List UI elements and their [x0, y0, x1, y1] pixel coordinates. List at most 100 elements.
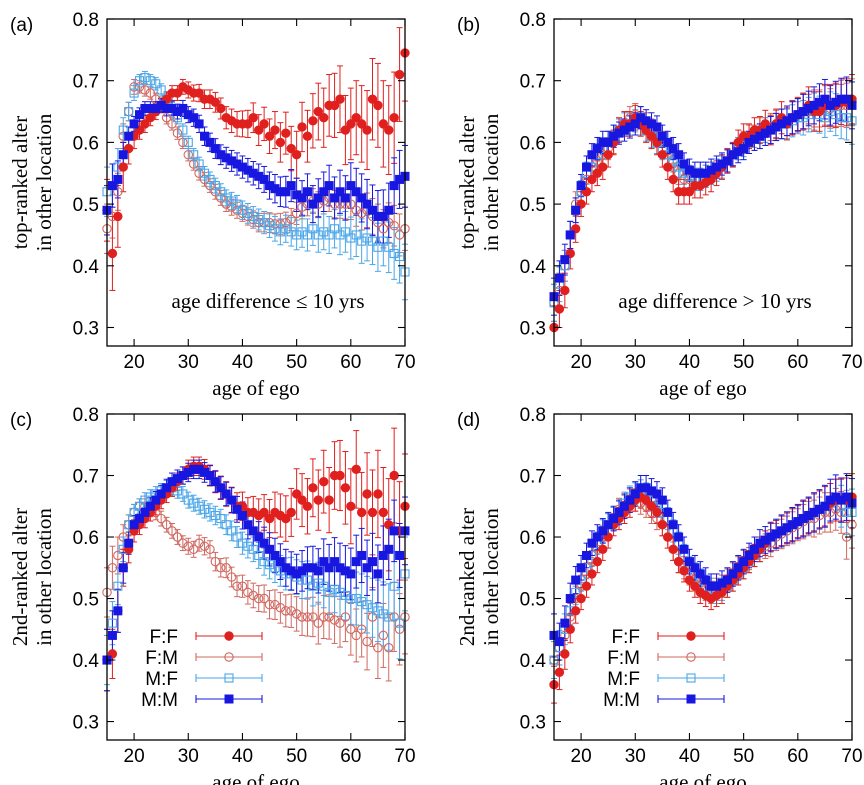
data-point [324, 495, 334, 505]
data-point [367, 612, 378, 622]
y-tick-label: 0.4 [520, 651, 547, 672]
y-tick-label: 0.8 [520, 10, 546, 31]
data-point [188, 159, 199, 169]
data-point [378, 119, 389, 129]
data-point [394, 69, 405, 80]
data-point [576, 593, 586, 604]
data-point [394, 624, 405, 635]
data-point [302, 612, 313, 622]
data-point [560, 630, 570, 641]
data-point [259, 593, 269, 604]
x-tick-label: 70 [394, 352, 415, 373]
data-point [183, 137, 193, 147]
legend-marker [224, 652, 234, 662]
data-point [378, 507, 389, 518]
data-point [183, 495, 193, 505]
data-point [384, 205, 394, 215]
data-point [587, 538, 597, 548]
legend-label: F:F [612, 627, 641, 648]
data-point [362, 125, 372, 135]
series-MM [102, 100, 410, 221]
data-point [679, 159, 689, 169]
y-tick-label: 0.7 [520, 467, 546, 488]
data-point [205, 507, 215, 517]
y-tick-label: 0.4 [73, 651, 100, 672]
data-point [161, 112, 172, 123]
data-point [319, 187, 329, 197]
data-point [362, 563, 372, 573]
legend-label: M:M [141, 690, 178, 711]
x-axis-label: age of ego [659, 376, 746, 400]
data-point [205, 174, 215, 184]
data-point [226, 202, 237, 212]
data-point [216, 483, 226, 493]
data-point [603, 137, 613, 147]
data-point [156, 513, 166, 524]
data-point [286, 227, 296, 237]
data-point [389, 526, 399, 536]
data-point [216, 563, 226, 573]
data-point [335, 230, 345, 240]
data-point [831, 110, 841, 120]
legend-label: F:M [607, 648, 640, 669]
data-point [820, 94, 830, 104]
y-axis-label: top-ranked alterin other location [8, 113, 56, 251]
data-point [319, 557, 329, 567]
data-point [281, 606, 291, 616]
data-point [560, 255, 570, 265]
panel-label: (d) [457, 410, 480, 431]
data-point [646, 501, 657, 511]
data-point [199, 174, 210, 185]
data-point [264, 131, 275, 141]
data-point [232, 581, 242, 591]
data-point [118, 532, 129, 542]
data-point [248, 113, 258, 123]
y-tick-label: 0.6 [73, 528, 99, 549]
legend-label: F:M [145, 648, 178, 669]
data-point [254, 125, 264, 135]
annotation: age difference ≤ 10 yrs [171, 289, 364, 313]
data-point [232, 205, 242, 216]
plot-frame [106, 413, 406, 741]
data-point [113, 174, 123, 184]
data-point [657, 520, 668, 530]
data-point [210, 556, 221, 567]
y-tick-label: 0.3 [73, 318, 99, 339]
data-point [275, 603, 286, 613]
data-point [340, 193, 350, 203]
data-point [362, 489, 372, 499]
data-point [324, 230, 334, 240]
data-point [253, 593, 264, 604]
data-point [216, 187, 226, 197]
data-point [373, 606, 383, 616]
x-tick-label: 20 [124, 352, 145, 373]
data-point [308, 224, 318, 234]
data-point [297, 575, 307, 585]
data-point [744, 550, 754, 560]
data-point [145, 76, 155, 86]
data-point [668, 520, 678, 530]
data-point [329, 100, 340, 111]
data-point [286, 143, 296, 154]
data-point [145, 113, 156, 123]
data-point [576, 181, 586, 191]
data-point [259, 119, 269, 129]
data-point [592, 556, 603, 567]
data-point [319, 581, 329, 591]
data-point [313, 230, 323, 240]
data-point [129, 119, 139, 129]
data-point [652, 489, 662, 499]
data-point [308, 612, 318, 622]
data-point [571, 575, 581, 585]
data-point [270, 599, 280, 610]
data-point [663, 137, 673, 147]
x-tick-label: 40 [232, 352, 253, 373]
x-tick-label: 60 [787, 746, 808, 767]
data-point [135, 110, 145, 120]
data-point [205, 544, 215, 555]
data-point [646, 131, 657, 141]
data-point [329, 615, 340, 625]
data-point [351, 187, 361, 197]
x-tick-label: 30 [625, 352, 646, 373]
y-axis-label-line: in other location [479, 508, 503, 646]
